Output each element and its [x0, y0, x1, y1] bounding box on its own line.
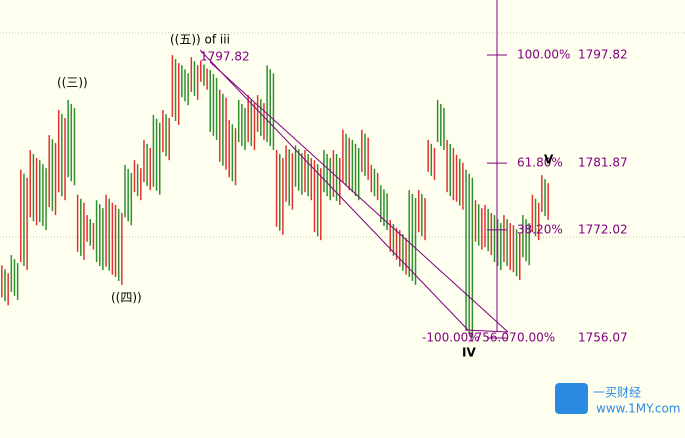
bars: [1, 55, 549, 338]
fib-percent: 0.00%: [517, 331, 555, 345]
fib-percent: 100.00%: [517, 48, 570, 62]
fib-price: 1756.07: [467, 331, 517, 345]
wave-label: IV: [462, 346, 476, 360]
wave-label: ((三)): [57, 76, 88, 90]
fib-percent: 38.20%: [517, 222, 563, 236]
wave-label: V: [544, 153, 554, 167]
fib-percent: 61.80%: [517, 156, 563, 170]
logo-url: www.1MY.com: [596, 402, 681, 416]
fib-price: 1797.82: [578, 48, 628, 62]
fib: 100.00% 1797.82 61.80% 1781.87 38.20% 1772.02…: [422, 48, 628, 345]
fib-price: 1756.07: [578, 331, 628, 345]
logo-icon: [555, 383, 588, 414]
wave-label: ((五)) of iii: [170, 33, 230, 47]
fib-price: 1781.87: [578, 156, 628, 170]
trend-channel: [464, 329, 509, 333]
price-label: 1797.82: [200, 50, 250, 64]
fib-price: 1772.02: [578, 222, 628, 236]
fib-percent: -100.00%: [422, 331, 480, 345]
trend-channel: [209, 61, 509, 333]
logo-name: 一买财经: [593, 386, 641, 400]
wave-label: ((四)): [111, 291, 142, 305]
trend-channel: [199, 49, 469, 331]
logo: 一买财经 www.1MY.com: [555, 383, 681, 416]
